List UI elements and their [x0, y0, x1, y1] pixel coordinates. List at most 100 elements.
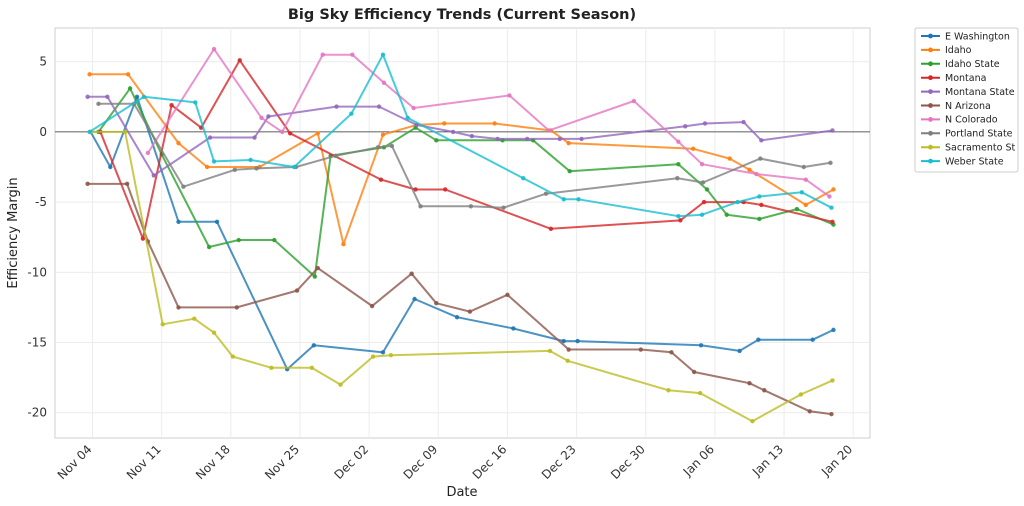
- series-layer: [85, 46, 836, 424]
- data-point: [690, 146, 696, 151]
- series-n-colorado: [145, 46, 832, 199]
- data-point: [575, 338, 580, 344]
- data-point: [409, 271, 414, 276]
- legend-label: Portland State: [945, 129, 1013, 140]
- data-point: [450, 129, 456, 135]
- data-point: [543, 191, 549, 196]
- data-point: [675, 176, 680, 181]
- data-point: [794, 206, 800, 212]
- y-tick-label: -10: [27, 265, 47, 279]
- data-point: [669, 350, 674, 355]
- legend-swatch-marker: [928, 130, 933, 136]
- data-point: [230, 354, 236, 359]
- plot-area: [54, 27, 871, 439]
- legend-swatch-marker: [928, 89, 933, 94]
- data-point: [206, 244, 212, 250]
- data-point: [737, 348, 742, 354]
- legend-swatch-marker: [928, 33, 933, 39]
- data-point: [741, 119, 746, 125]
- data-point: [757, 194, 762, 199]
- data-point: [803, 177, 808, 182]
- data-point: [87, 72, 92, 77]
- data-point: [566, 140, 571, 146]
- data-point: [211, 159, 217, 164]
- data-point: [579, 136, 584, 142]
- data-point: [830, 128, 835, 133]
- data-point: [700, 180, 706, 185]
- series-line: [98, 102, 831, 209]
- data-point: [567, 169, 572, 174]
- data-point: [747, 167, 752, 173]
- data-point: [176, 219, 181, 224]
- data-point: [134, 94, 140, 100]
- data-point: [127, 86, 133, 91]
- series-line: [87, 95, 833, 177]
- data-point: [315, 265, 320, 271]
- data-point: [105, 94, 110, 100]
- data-point: [698, 343, 704, 348]
- data-point: [370, 354, 376, 359]
- data-point: [315, 131, 320, 136]
- data-point: [176, 140, 181, 146]
- data-point: [381, 80, 387, 85]
- data-point: [727, 156, 732, 161]
- data-point: [702, 121, 708, 126]
- data-point: [697, 390, 703, 396]
- data-point: [413, 187, 418, 192]
- data-point: [443, 187, 448, 192]
- data-point: [376, 104, 382, 109]
- y-tick-label: -20: [27, 406, 47, 420]
- series-line: [97, 87, 834, 278]
- series-montana-state: [85, 94, 835, 178]
- legend-label: Idaho: [945, 45, 972, 56]
- data-point: [683, 124, 688, 129]
- legend-swatch-marker: [928, 144, 933, 150]
- data-point: [434, 301, 439, 306]
- legend-frame: [914, 27, 1019, 173]
- data-point: [309, 365, 315, 370]
- y-tick-label: -15: [27, 336, 47, 350]
- data-point: [237, 58, 242, 63]
- data-point: [505, 292, 510, 297]
- data-point: [378, 177, 384, 182]
- data-point: [807, 409, 812, 414]
- legend-label: Montana State: [945, 87, 1015, 98]
- x-axis-title: Date: [446, 485, 477, 500]
- data-point: [405, 115, 410, 121]
- y-tick-label: -5: [35, 195, 47, 209]
- data-point: [176, 305, 181, 310]
- data-point: [287, 131, 293, 136]
- data-point: [798, 392, 804, 397]
- data-point: [507, 93, 512, 98]
- data-point: [830, 219, 835, 224]
- data-point: [320, 52, 325, 57]
- data-point: [676, 213, 681, 219]
- data-point: [831, 187, 836, 192]
- data-point: [467, 309, 473, 314]
- data-point: [252, 135, 257, 140]
- data-point: [341, 242, 346, 247]
- data-point: [85, 181, 90, 187]
- series-line: [89, 73, 834, 246]
- data-point: [380, 350, 386, 355]
- data-point: [565, 358, 570, 363]
- data-point: [418, 204, 423, 209]
- data-point: [311, 343, 317, 348]
- data-point: [87, 129, 92, 135]
- data-point: [380, 52, 386, 57]
- data-point: [757, 216, 762, 222]
- data-point: [759, 138, 764, 143]
- data-point: [704, 187, 710, 192]
- data-point: [85, 94, 90, 100]
- data-point: [828, 160, 833, 165]
- legend-label: N Colorado: [945, 115, 998, 126]
- data-point: [269, 365, 274, 370]
- chart-title: Big Sky Efficiency Trends (Current Seaso…: [288, 7, 636, 23]
- data-point: [412, 296, 417, 302]
- data-point: [211, 46, 217, 52]
- data-point: [214, 219, 220, 224]
- data-point: [756, 337, 761, 342]
- data-point: [525, 136, 530, 142]
- data-point: [248, 157, 253, 163]
